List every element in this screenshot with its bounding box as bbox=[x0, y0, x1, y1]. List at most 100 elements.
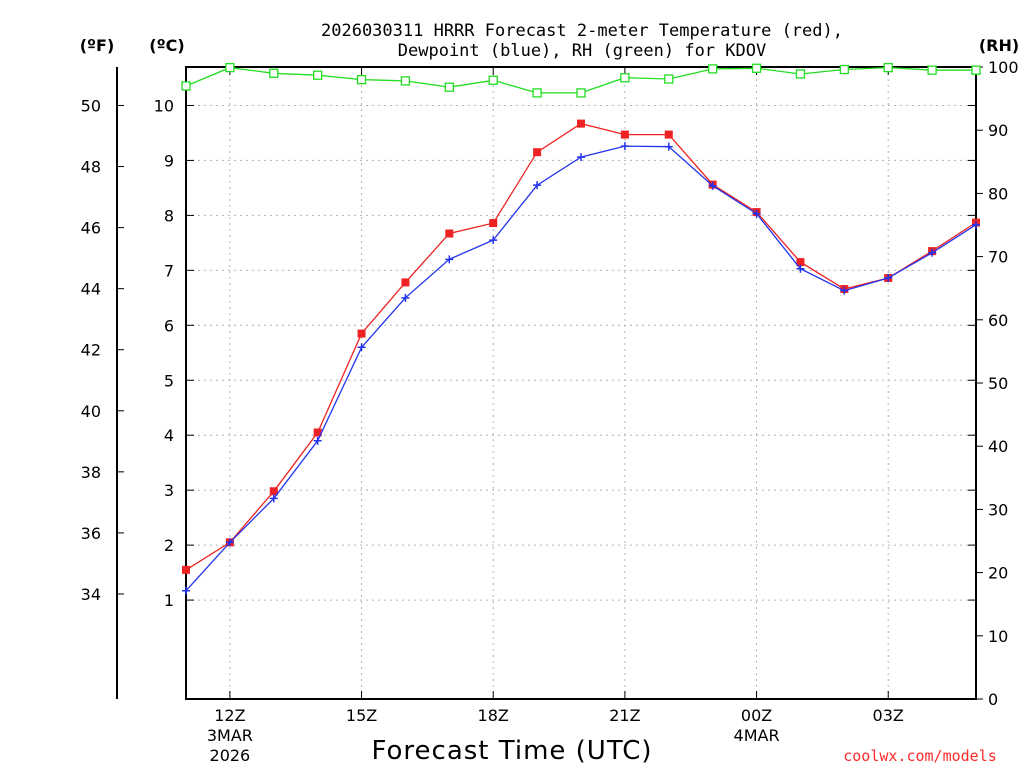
celsius-tick-label: 9 bbox=[164, 151, 174, 170]
fahrenheit-tick-label: 34 bbox=[81, 585, 101, 604]
celsius-tick-label: 5 bbox=[164, 371, 174, 390]
chart-title-line1: 2026030311 HRRR Forecast 2-meter Tempera… bbox=[321, 21, 843, 41]
rh-tick-label: 70 bbox=[988, 248, 1008, 267]
celsius-tick-label: 2 bbox=[164, 536, 174, 555]
temperature-point bbox=[357, 329, 366, 338]
axes: 1234567891034363840424446485001020304050… bbox=[81, 58, 1019, 765]
rh-point bbox=[576, 88, 586, 98]
dewpoint-point bbox=[401, 293, 410, 302]
rh-point bbox=[532, 88, 542, 98]
rh-point bbox=[708, 64, 718, 74]
dewpoint-line bbox=[185, 145, 977, 592]
rh-axis-unit: (RH) bbox=[979, 36, 1019, 55]
rh-tick-label: 60 bbox=[988, 311, 1008, 330]
rh-point bbox=[839, 64, 849, 75]
dewpoint-point bbox=[840, 286, 849, 295]
fahrenheit-tick-label: 46 bbox=[81, 219, 101, 238]
dewpoint-point bbox=[182, 586, 190, 595]
rh-tick-label: 80 bbox=[988, 184, 1008, 203]
rh-tick-label: 10 bbox=[988, 627, 1008, 646]
x-tick-label: 12Z bbox=[214, 706, 245, 725]
dewpoint-point bbox=[489, 236, 498, 245]
fahrenheit-tick-label: 50 bbox=[81, 96, 101, 115]
series-temperature bbox=[182, 119, 980, 574]
dewpoint-point bbox=[796, 264, 805, 273]
fahrenheit-tick-label: 36 bbox=[81, 524, 101, 543]
rh-tick-label: 40 bbox=[988, 437, 1008, 456]
rh-point bbox=[225, 62, 235, 73]
celsius-tick-label: 7 bbox=[164, 261, 174, 280]
dewpoint-point bbox=[664, 142, 673, 151]
dewpoint-point bbox=[313, 436, 322, 445]
dewpoint-point bbox=[533, 181, 542, 190]
rh-tick-label: 100 bbox=[988, 58, 1019, 77]
rh-point bbox=[927, 65, 937, 75]
temperature-point bbox=[577, 119, 585, 128]
temperature-point bbox=[796, 258, 805, 267]
temperature-point bbox=[445, 229, 454, 238]
rh-point bbox=[664, 74, 674, 84]
rh-point bbox=[971, 65, 981, 75]
rh-tick-label: 90 bbox=[988, 121, 1008, 140]
temperature-point bbox=[401, 278, 410, 287]
rh-point bbox=[181, 81, 191, 91]
rh-tick-label: 30 bbox=[988, 500, 1008, 519]
x-tick-label: 15Z bbox=[346, 706, 377, 725]
dewpoint-point bbox=[884, 274, 893, 283]
rh-point bbox=[488, 75, 498, 85]
dewpoint-point bbox=[225, 538, 234, 547]
dewpoint-point bbox=[928, 248, 937, 257]
x-tick-date: 4MAR bbox=[734, 726, 780, 745]
celsius-axis-unit: (ºC) bbox=[149, 36, 184, 55]
fahrenheit-axis-unit: (ºF) bbox=[80, 36, 115, 55]
x-tick-label: 21Z bbox=[609, 706, 640, 725]
x-tick-label: 03Z bbox=[873, 706, 904, 725]
rh-point bbox=[620, 73, 630, 83]
celsius-tick-label: 4 bbox=[164, 426, 174, 445]
temperature-point bbox=[620, 130, 629, 139]
rh-tick-label: 0 bbox=[988, 690, 998, 709]
celsius-tick-label: 1 bbox=[164, 591, 174, 610]
temperature-point bbox=[533, 148, 542, 157]
fahrenheit-tick-label: 38 bbox=[81, 463, 101, 482]
rh-point bbox=[751, 63, 762, 73]
rh-tick-label: 50 bbox=[988, 374, 1008, 393]
rh-point bbox=[313, 70, 323, 80]
dewpoint-point bbox=[708, 181, 717, 190]
rh-point bbox=[269, 68, 279, 78]
x-tick-year: 2026 bbox=[210, 746, 251, 765]
dewpoint-point bbox=[752, 209, 761, 218]
x-tick-label: 00Z bbox=[741, 706, 772, 725]
plot-frame bbox=[185, 66, 977, 700]
dewpoint-point bbox=[972, 220, 980, 229]
rh-point bbox=[883, 62, 893, 73]
dewpoint-point bbox=[445, 255, 454, 264]
rh-tick-label: 20 bbox=[988, 564, 1008, 583]
gridlines bbox=[186, 67, 976, 699]
x-tick-label: 18Z bbox=[478, 706, 509, 725]
fahrenheit-tick-label: 48 bbox=[81, 158, 101, 177]
fahrenheit-tick-label: 40 bbox=[81, 402, 101, 421]
dewpoint-point bbox=[577, 153, 585, 162]
temperature-point bbox=[269, 487, 278, 496]
series-dewpoint bbox=[182, 142, 980, 595]
fahrenheit-tick-label: 42 bbox=[81, 341, 101, 360]
x-tick-date: 3MAR bbox=[207, 726, 253, 745]
dewpoint-point bbox=[269, 494, 278, 503]
rh-point bbox=[400, 76, 411, 86]
fahrenheit-tick-label: 44 bbox=[81, 280, 101, 299]
dewpoint-point bbox=[620, 142, 629, 151]
celsius-tick-label: 6 bbox=[164, 316, 174, 335]
dewpoint-point bbox=[357, 343, 366, 352]
celsius-tick-label: 10 bbox=[154, 96, 174, 115]
chart-title-line2: Dewpoint (blue), RH (green) for KDOV bbox=[398, 41, 766, 61]
data-series bbox=[181, 62, 981, 595]
rh-point bbox=[444, 82, 454, 92]
credit-link[interactable]: coolwx.com/models bbox=[843, 747, 997, 765]
celsius-tick-label: 8 bbox=[164, 206, 174, 225]
x-axis-label: Forecast Time (UTC) bbox=[371, 736, 652, 766]
rh-point bbox=[795, 69, 806, 79]
temperature-line bbox=[185, 122, 977, 571]
celsius-tick-label: 3 bbox=[164, 481, 174, 500]
